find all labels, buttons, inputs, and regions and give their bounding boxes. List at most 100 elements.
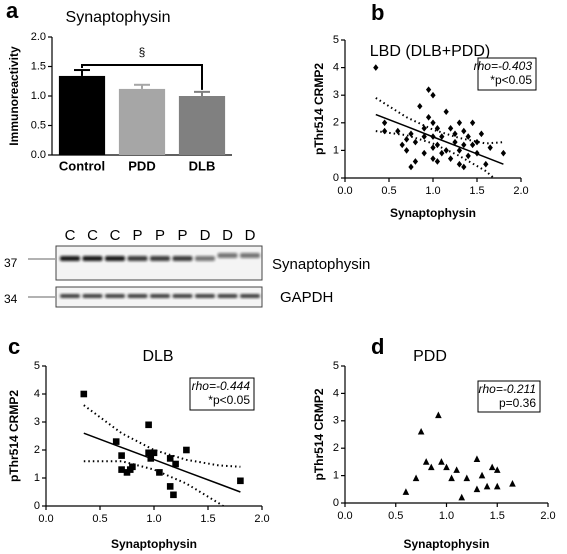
point — [408, 163, 414, 171]
y-tick-label: 2 — [333, 442, 339, 454]
point — [456, 147, 463, 154]
point — [425, 113, 432, 121]
chart-title: DLB — [142, 348, 173, 365]
point — [439, 149, 445, 157]
point — [421, 133, 427, 140]
point — [469, 141, 476, 149]
panel-letter: b — [371, 0, 384, 25]
point — [443, 463, 450, 471]
x-tick-label: 0.5 — [388, 510, 403, 522]
annotation: *p<0.05 — [490, 73, 532, 87]
point — [435, 411, 442, 419]
y-axis-label: pThr514 CRMP2 — [312, 63, 326, 155]
lane-label: D — [245, 227, 256, 244]
blot-row-label: Synaptophysin — [272, 256, 370, 273]
point — [447, 155, 454, 162]
x-tick-label: Control — [59, 158, 105, 173]
point — [395, 127, 401, 135]
bar — [118, 88, 166, 155]
point — [172, 460, 179, 468]
y-axis-label: pThr514 CRMP2 — [7, 390, 21, 482]
point — [483, 160, 489, 168]
x-tick-label: 2.0 — [254, 513, 269, 525]
point — [80, 390, 88, 398]
annotation: p=0.36 — [499, 396, 536, 410]
x-tick-label: 0.5 — [92, 513, 107, 525]
point — [421, 125, 427, 132]
y-tick-label: 0.0 — [31, 149, 46, 161]
point — [170, 491, 177, 499]
point — [422, 458, 430, 465]
panel-letter: c — [8, 334, 20, 359]
x-tick-label: 0.0 — [38, 513, 53, 525]
point — [430, 155, 436, 162]
y-tick-label: 0 — [333, 497, 339, 509]
point — [478, 130, 485, 138]
x-tick-label: 1.0 — [425, 185, 440, 197]
y-tick-label: 0 — [333, 172, 339, 184]
panel-letter: d — [371, 334, 384, 359]
x-tick-label: 2.0 — [513, 185, 528, 197]
y-tick-label: 2 — [333, 117, 339, 129]
point — [434, 141, 441, 149]
point — [430, 144, 436, 151]
point — [183, 446, 190, 454]
blot-band — [217, 253, 238, 258]
x-axis-label: Synaptophysin — [390, 206, 476, 220]
annotation-box — [477, 380, 541, 413]
blot-band — [240, 294, 260, 298]
point — [461, 163, 467, 171]
y-tick-label: 3 — [333, 89, 339, 101]
x-tick-label: 1.0 — [439, 510, 454, 522]
annotation: *p<0.05 — [208, 393, 250, 407]
y-tick-label: 4 — [333, 62, 339, 74]
y-tick-label: 1.5 — [31, 60, 46, 72]
x-tick-label: 0.5 — [381, 185, 396, 197]
fit-line — [83, 432, 241, 493]
point — [487, 144, 493, 151]
annotation-box — [477, 57, 537, 91]
point — [474, 138, 480, 146]
point — [458, 493, 466, 501]
blot-band — [172, 294, 193, 298]
marker-label: 37 — [4, 256, 18, 270]
blot-band — [127, 256, 148, 261]
y-axis-label: pThr514 CRMP2 — [312, 388, 326, 480]
y-tick-label: 2.0 — [31, 31, 46, 43]
point — [493, 482, 501, 490]
point — [118, 452, 125, 459]
point — [439, 133, 445, 140]
blot-band — [217, 294, 238, 298]
point — [474, 149, 480, 157]
y-tick-label: 0 — [34, 500, 40, 512]
chart-title: Synaptophysin — [66, 9, 171, 26]
point — [417, 427, 425, 435]
x-tick-label: DLB — [189, 158, 216, 173]
lane-label: P — [132, 227, 142, 244]
lane-label: P — [155, 227, 165, 244]
confidence-band — [83, 404, 241, 468]
y-tick-label: 3 — [34, 416, 40, 428]
point — [488, 463, 496, 471]
point — [425, 86, 432, 93]
blot-band — [195, 294, 215, 298]
x-tick-label: 1.5 — [469, 185, 484, 197]
blot-band — [105, 256, 125, 261]
point — [156, 469, 163, 476]
point — [118, 466, 125, 473]
point — [448, 474, 455, 482]
point — [408, 130, 414, 138]
blot-band — [195, 256, 215, 261]
point — [469, 119, 476, 127]
point — [473, 485, 481, 493]
point — [403, 136, 410, 143]
y-tick-label: 3 — [333, 415, 339, 427]
confidence-band — [83, 460, 225, 506]
y-tick-label: 1 — [333, 144, 339, 156]
point — [399, 141, 405, 149]
x-tick-label: 1.5 — [200, 513, 215, 525]
point — [402, 488, 410, 495]
x-tick-label: PDD — [128, 158, 155, 173]
lane-label: C — [110, 227, 121, 244]
